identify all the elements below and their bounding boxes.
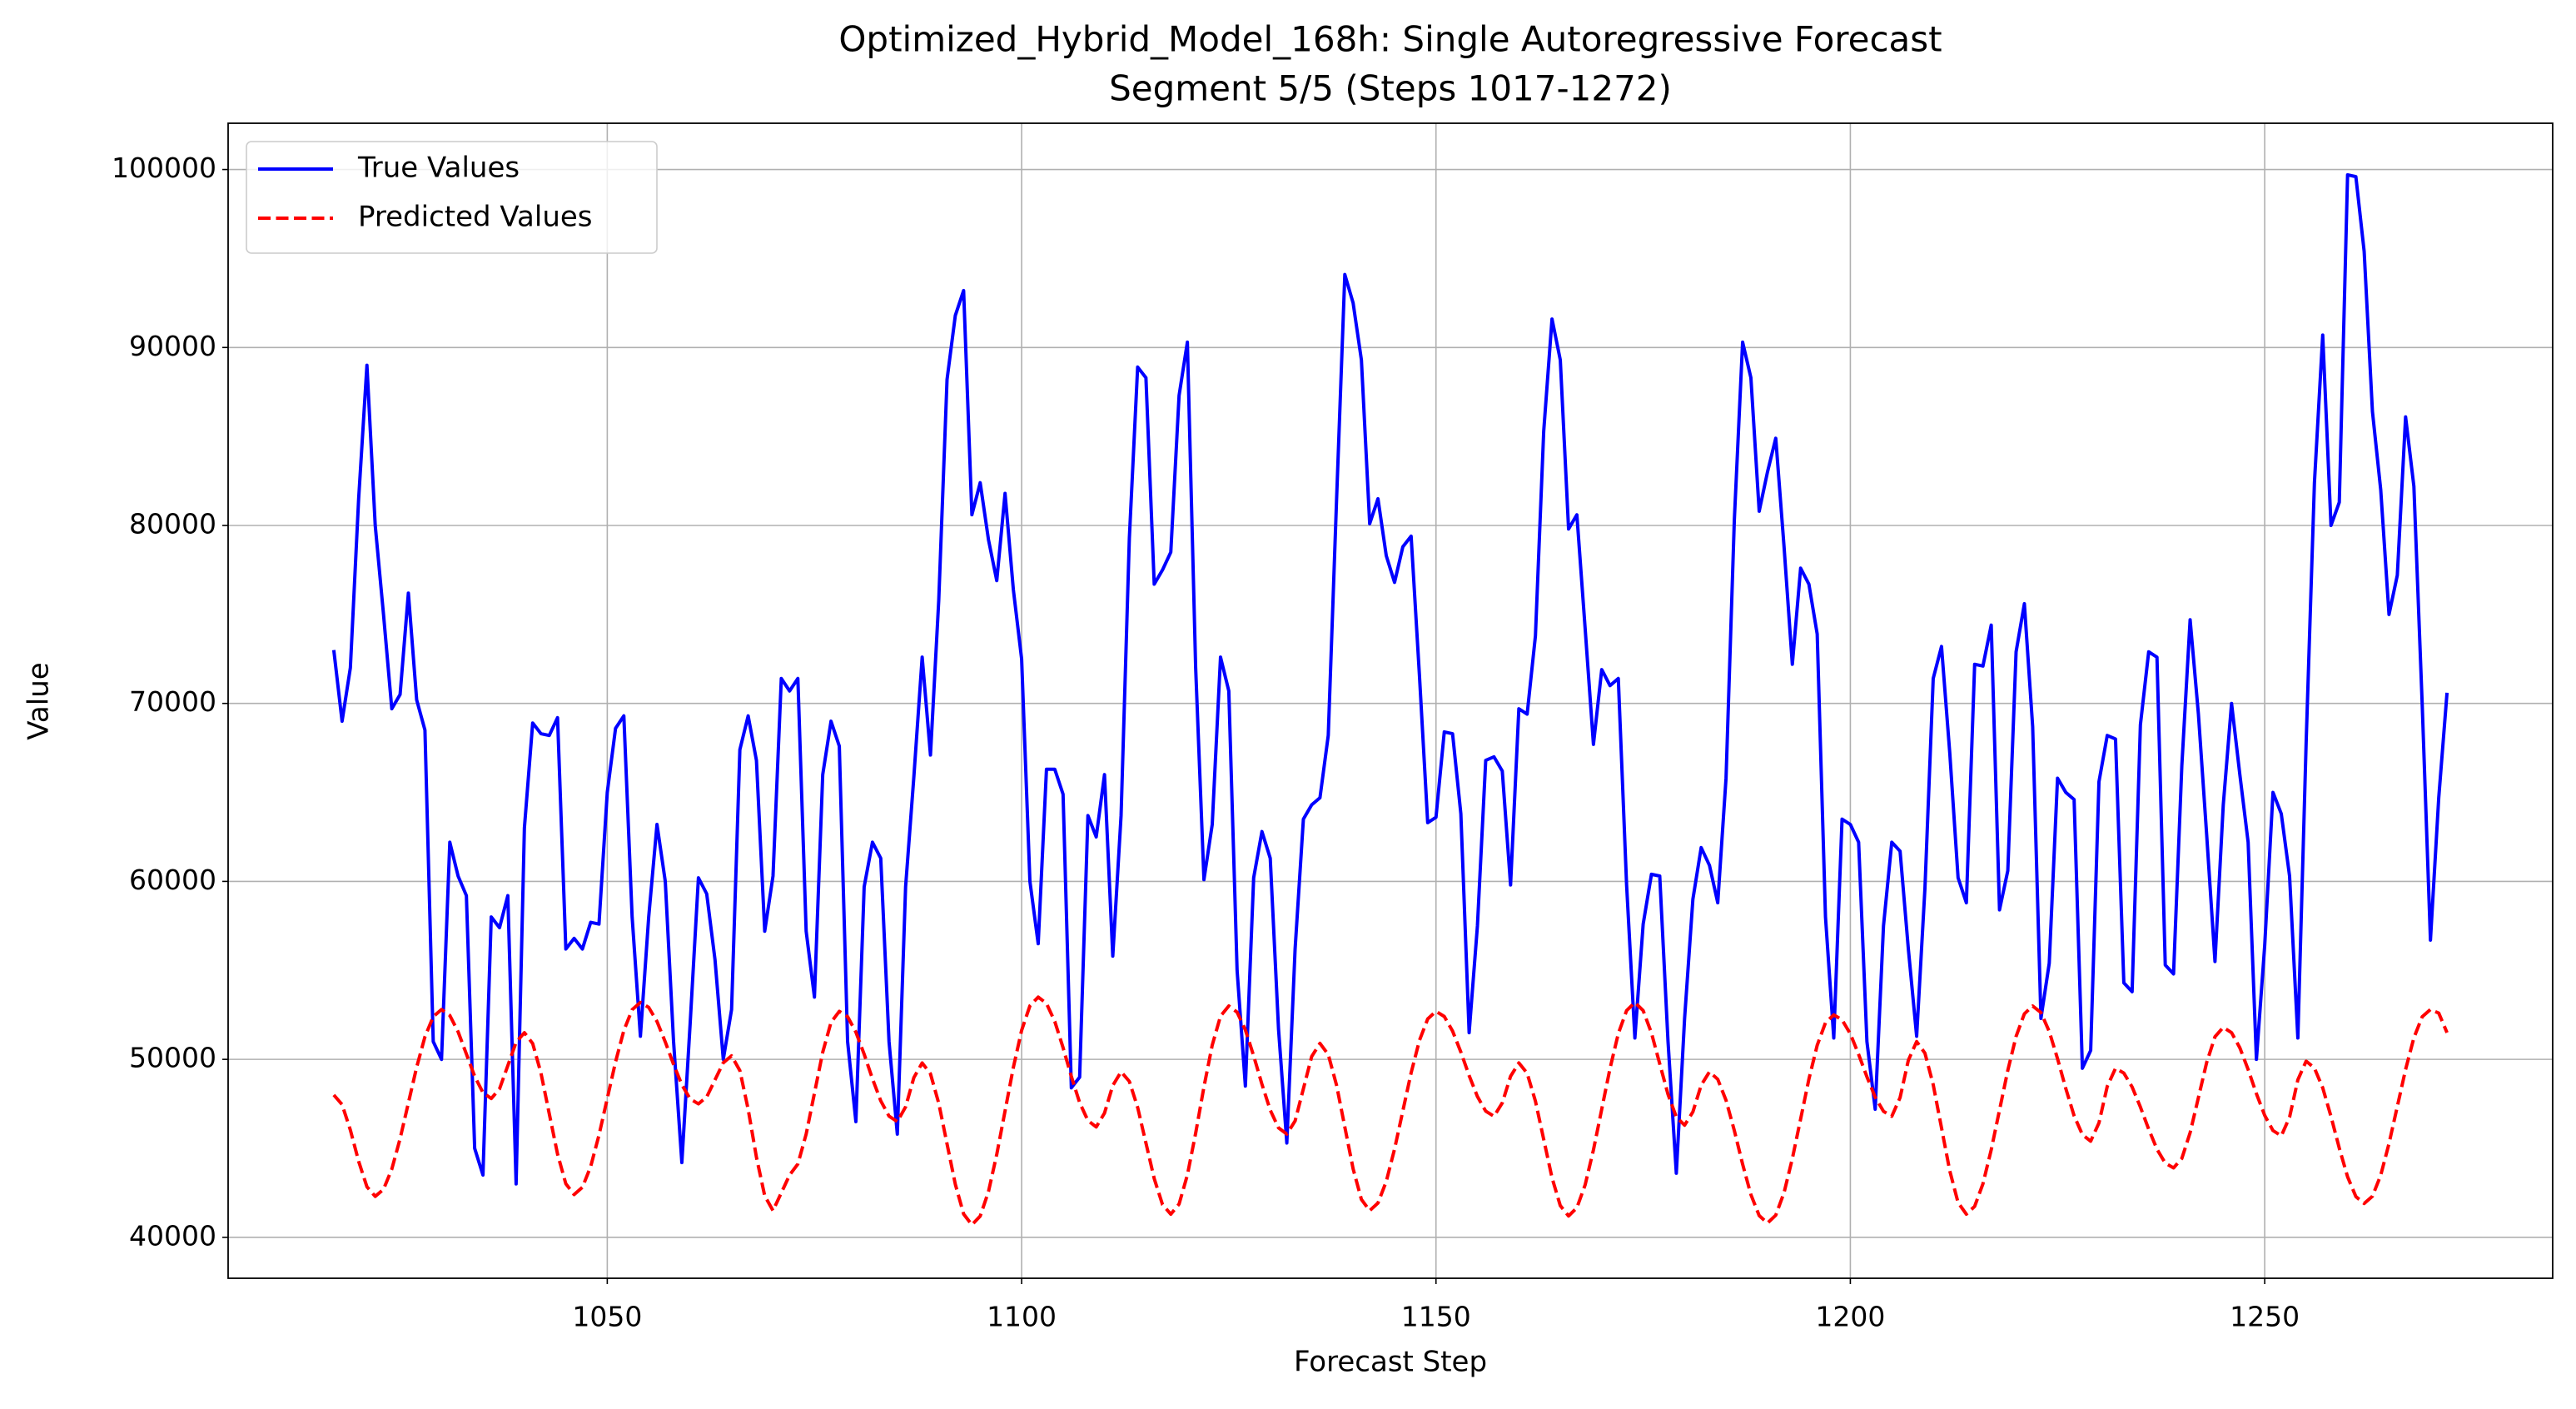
plot-frame <box>227 122 2554 1279</box>
x-tick-label: 1250 <box>2230 1301 2300 1333</box>
x-tick-label: 1100 <box>987 1301 1057 1333</box>
chart-subtitle: Segment 5/5 (Steps 1017-1272) <box>1109 68 1672 109</box>
y-tick-label: 50000 <box>129 1042 216 1074</box>
y-tick-label: 60000 <box>129 864 216 896</box>
legend-label: Predicted Values <box>358 201 593 234</box>
x-tick-label: 1150 <box>1401 1301 1471 1333</box>
legend-label: True Values <box>357 152 520 185</box>
x-tick-label: 1200 <box>1815 1301 1885 1333</box>
data-line <box>332 995 2449 1227</box>
x-tick-label: 1050 <box>572 1301 642 1333</box>
chart-title: Optimized_Hybrid_Model_168h: Single Auto… <box>838 19 1942 60</box>
y-tick-label: 80000 <box>129 507 216 540</box>
legend-box <box>246 141 658 254</box>
y-tick-label: 40000 <box>129 1219 216 1252</box>
x-axis-label: Forecast Step <box>1294 1346 1487 1379</box>
y-tick-label: 90000 <box>129 330 216 362</box>
y-tick-label: 70000 <box>129 685 216 718</box>
y-axis-label: Value <box>22 662 56 739</box>
y-tick-label: 100000 <box>112 152 216 184</box>
